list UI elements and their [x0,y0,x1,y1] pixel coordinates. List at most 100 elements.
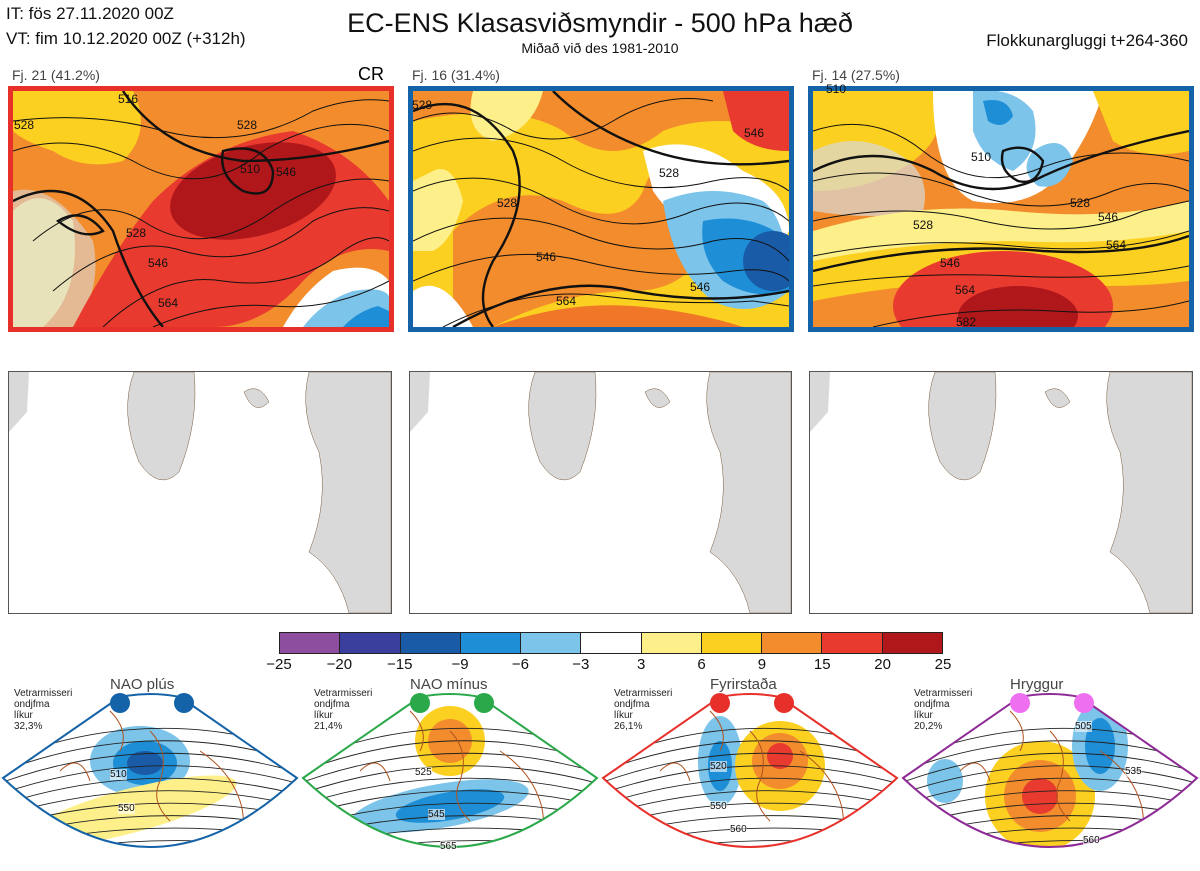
colorbar-tick-label: 20 [874,656,891,673]
colorbar-swatch [882,633,942,653]
valid-time: VT: fim 10.12.2020 00Z (+312h) [6,29,246,48]
regime-marker-dot [410,693,430,713]
regime-contour-label: 565 [440,841,457,852]
colorbar-swatch [340,633,401,653]
regime-contour-label: 505 [1075,721,1092,732]
regime-contour-label: 560 [730,824,747,835]
colorbar-tick-label: −3 [572,656,590,673]
regime-title: Hryggur [1010,676,1064,693]
contour-label: 528 [412,98,433,112]
colorbar-swatch [581,633,642,653]
contour-label: 528 [14,118,35,132]
colorbar-swatch [701,633,763,653]
regime-contour-label: 510 [110,769,127,780]
regime-contour-label: 560 [1083,835,1100,846]
cluster-3-map [808,86,1194,332]
cluster-1-map [8,86,394,332]
regime-map [601,693,899,848]
regime-marker-dot [1010,693,1030,713]
regime-contour-label: 525 [415,767,432,778]
contour-label: 528 [237,118,258,132]
colorbar-tick-label: 15 [813,656,831,673]
regime-note: ondjfma [314,699,350,710]
cluster-2-map [408,86,794,332]
colorbar-tick-label: 3 [637,656,646,673]
contour-label: 546 [744,126,765,140]
regime-marker-dot [110,693,130,713]
contour-label: 546 [940,256,961,270]
colorbar-swatch [822,633,883,653]
contour-label: 528 [659,166,680,180]
colorbar-swatch [400,633,461,653]
colorbar-tick-label: 25 [934,656,952,673]
regime-marker-dot [774,693,794,713]
colorbar-tick-label: −9 [451,656,469,673]
contour-label: 528 [126,226,147,240]
contour-label: 528 [913,218,934,232]
colorbar-swatch [762,633,823,653]
colorbar-tick-label: −20 [326,656,353,673]
colorbar [279,632,943,654]
anomaly-map-3 [809,371,1193,614]
regime-note: ondjfma [614,699,650,710]
contour-label: 546 [1098,210,1119,224]
contour-label: 510 [971,150,992,164]
colorbar-swatch [460,633,522,653]
contour-label: 564 [556,294,577,308]
init-time: IT: fös 27.11.2020 00Z [6,4,174,23]
regime-marker-dot [174,693,194,713]
contour-label: 510 [826,82,847,96]
contour-label: 546 [148,256,169,270]
anomaly-map-2 [409,371,792,614]
cluster-3-label: Fj. 14 (27.5%) [812,67,900,83]
contour-label: 546 [690,280,711,294]
regime-likelihood: líkur 26,1% [614,710,643,732]
regime-contour-label: 520 [710,761,727,772]
colorbar-swatch [521,633,582,653]
colorbar-swatch [280,633,341,653]
cluster-1-tag: CR [358,64,384,84]
regime-note: Vetrarmisseri [614,688,673,699]
contour-label: 528 [1070,196,1091,210]
regime-map [1,693,299,848]
regime-contour-label: 550 [118,803,135,814]
contour-label: 564 [158,296,179,310]
page-subtitle: Miðað við des 1981-2010 [521,40,679,56]
regime-note: Vetrarmisseri [14,688,73,699]
regime-contour-label: 550 [710,801,727,812]
regime-likelihood: líkur 21,4% [314,710,343,732]
regime-title: NAO mínus [410,676,488,693]
colorbar-tick-label: −25 [266,656,292,673]
contour-label: 528 [497,196,518,210]
contour-label: 564 [955,283,976,297]
regime-likelihood: líkur 32,3% [14,710,43,732]
regime-note: Vetrarmisseri [314,688,373,699]
cluster-1-label: Fj. 21 (41.2%) [12,67,100,83]
cluster-window: Flokkunargluggi t+264-360 [986,31,1188,50]
contour-label: 510 [240,162,261,176]
regime-note: Vetrarmisseri [914,688,973,699]
colorbar-swatch [641,633,702,653]
regime-note: ondjfma [914,699,950,710]
colorbar-tick-label: −15 [386,656,413,673]
regime-marker-dot [710,693,730,713]
regime-title: Fyrirstaða [710,676,777,693]
colorbar-tick-label: 6 [697,656,706,673]
regime-contour-label: 535 [1125,766,1142,777]
regime-note: ondjfma [14,699,50,710]
contour-label: 564 [1106,238,1127,252]
contour-label: 582 [956,315,977,329]
regime-marker-dot [474,693,494,713]
contour-label: 546 [536,250,557,264]
page-title: EC-ENS Klasasviðsmyndir - 500 hPa hæð [347,8,853,38]
regime-title: NAO plús [110,676,175,693]
regime-likelihood: líkur 20,2% [914,710,943,732]
regime-map [301,693,599,848]
regime-contour-label: 545 [428,809,445,820]
cluster-2-label: Fj. 16 (31.4%) [412,67,500,83]
regime-marker-dot [1074,693,1094,713]
contour-label: 546 [276,165,297,179]
contour-label: 516 [118,92,139,106]
regime-map [901,693,1199,848]
colorbar-tick-label: −6 [511,656,529,673]
